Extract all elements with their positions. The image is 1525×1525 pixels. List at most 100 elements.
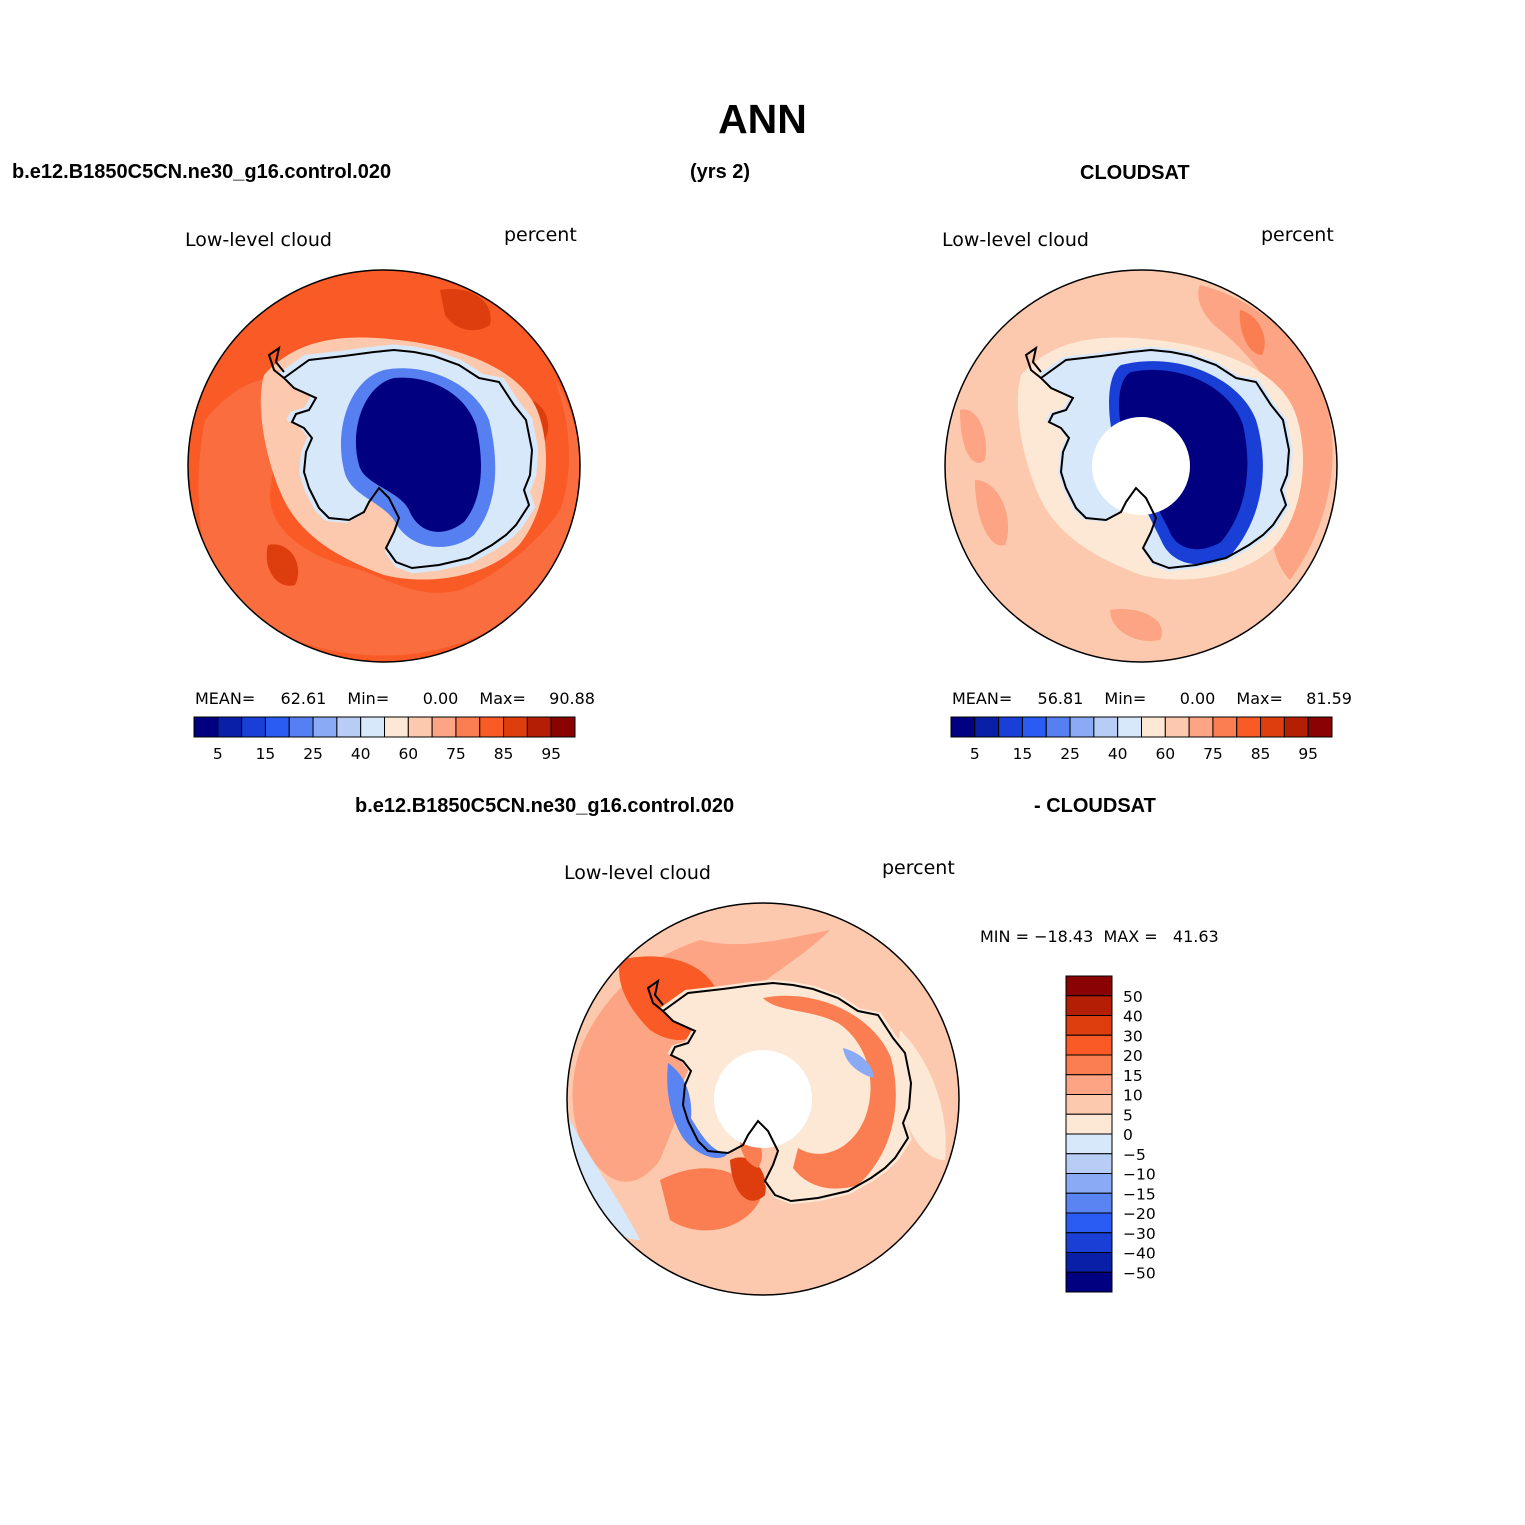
diff-colorbar-label: −50 bbox=[1123, 1264, 1156, 1282]
model-colorbar-box bbox=[479, 716, 505, 738]
model-colorbar-box bbox=[312, 716, 338, 738]
obs-colorbar-box bbox=[1212, 716, 1238, 738]
model-min-value: 0.00 bbox=[422, 689, 459, 708]
model-field-patch bbox=[266, 544, 299, 586]
obs-colorbar-box bbox=[1307, 716, 1333, 738]
diff-missing-data-hole bbox=[714, 1050, 812, 1148]
diff-colorbar-box bbox=[1065, 1192, 1113, 1214]
model-colorbar-box bbox=[336, 716, 362, 738]
model-field-patch bbox=[440, 289, 491, 331]
diff-field-negative bbox=[570, 1120, 640, 1240]
model-colorbar-label: 5 bbox=[213, 745, 223, 763]
diff-colorbar-label: 5 bbox=[1123, 1106, 1133, 1124]
model-max-value: 90.88 bbox=[549, 689, 595, 708]
model-colorbar-box bbox=[550, 716, 576, 738]
model-colorbar-box bbox=[241, 716, 266, 738]
diff-obs-label: - CLOUDSAT bbox=[1034, 795, 1156, 817]
diff-minmax-text: MIN = −18.43 MAX = 41.63 bbox=[980, 927, 1219, 946]
diff-map-border bbox=[566, 902, 960, 1296]
obs-stats: MEAN= 56.81 Min= 0.00 Max= 81.59 bbox=[952, 689, 1352, 708]
model-colorbar: 5 15 25 40 60 75 85 95 bbox=[193, 716, 576, 763]
obs-field-patch bbox=[975, 480, 1009, 546]
model-colorbar-label: 75 bbox=[446, 745, 466, 763]
obs-min-label: Min= bbox=[1104, 689, 1147, 708]
obs-colorbar-box bbox=[1093, 716, 1119, 738]
obs-field-patch bbox=[1239, 310, 1265, 355]
obs-colorbar-label: 95 bbox=[1298, 745, 1318, 763]
diff-colorbar-box bbox=[1065, 1094, 1113, 1115]
obs-max-value: 81.59 bbox=[1306, 689, 1352, 708]
obs-colorbar-label: 60 bbox=[1155, 745, 1175, 763]
diff-colorbar-label: −30 bbox=[1123, 1225, 1156, 1243]
diff-colorbar-box bbox=[1065, 1232, 1113, 1253]
model-field-band bbox=[198, 377, 580, 656]
model-colorbar-box bbox=[217, 716, 243, 738]
diff-colorbar-label: 30 bbox=[1123, 1027, 1143, 1045]
obs-colorbar-label: 15 bbox=[1013, 745, 1033, 763]
model-colorbar-box bbox=[193, 716, 219, 738]
obs-colorbar-box bbox=[1069, 716, 1095, 738]
diff-colorbar-label: 10 bbox=[1123, 1087, 1143, 1105]
obs-colorbar-box bbox=[1045, 716, 1071, 738]
model-colorbar-label: 85 bbox=[494, 745, 514, 763]
model-stats: MEAN= 62.61 Min= 0.00 Max= 90.88 bbox=[195, 689, 595, 708]
diff-field-patch bbox=[843, 1048, 874, 1078]
model-colorbar-label: 95 bbox=[541, 745, 561, 763]
diff-field-min bbox=[667, 1063, 728, 1158]
obs-mean-label: MEAN= bbox=[952, 689, 1013, 708]
obs-colorbar-label: 40 bbox=[1108, 745, 1128, 763]
diff-colorbar-box bbox=[1065, 1034, 1113, 1056]
obs-colorbar: 5 15 25 40 60 75 85 95 bbox=[950, 716, 1333, 763]
model-case-label: b.e12.B1850C5CN.ne30_g16.control.020 bbox=[12, 161, 392, 183]
obs-colorbar-box bbox=[1141, 716, 1166, 738]
diff-colorbar-label: −40 bbox=[1123, 1245, 1156, 1263]
model-colorbar-label: 25 bbox=[303, 745, 323, 763]
model-colorbar-label: 60 bbox=[398, 745, 418, 763]
obs-min-value: 0.00 bbox=[1179, 689, 1216, 708]
model-mean-value: 62.61 bbox=[280, 689, 327, 708]
model-colorbar-box bbox=[384, 716, 409, 738]
model-colorbar-label: 40 bbox=[351, 745, 371, 763]
model-colorbar-box bbox=[503, 716, 528, 738]
diff-colorbar-label: 15 bbox=[1123, 1067, 1143, 1085]
diff-colorbar-box bbox=[1065, 1252, 1113, 1273]
obs-mean-value: 56.81 bbox=[1037, 689, 1084, 708]
obs-colorbar-label: 75 bbox=[1203, 745, 1223, 763]
diff-colorbar-box bbox=[1065, 1054, 1113, 1076]
model-colorbar-box bbox=[431, 716, 457, 738]
diff-map bbox=[566, 902, 960, 1296]
obs-map-border bbox=[944, 269, 1338, 663]
diff-colorbar-label: −15 bbox=[1123, 1185, 1156, 1203]
diff-colorbar-label: 50 bbox=[1123, 988, 1143, 1006]
diff-colorbar-box bbox=[1065, 975, 1113, 997]
model-colorbar-box bbox=[360, 716, 385, 738]
obs-units-label: percent bbox=[1261, 224, 1334, 246]
obs-colorbar-label: 25 bbox=[1060, 745, 1080, 763]
model-colorbar-box bbox=[264, 716, 290, 738]
model-units-label: percent bbox=[504, 224, 577, 246]
diff-colorbar-box bbox=[1065, 1133, 1113, 1155]
diff-colorbar-label: 20 bbox=[1123, 1047, 1143, 1065]
model-colorbar-box bbox=[407, 716, 433, 738]
obs-colorbar-box bbox=[1283, 716, 1309, 738]
model-field-min bbox=[355, 377, 481, 532]
model-colorbar-box bbox=[288, 716, 314, 738]
obs-colorbar-box bbox=[974, 716, 1000, 738]
obs-colorbar-box bbox=[1260, 716, 1285, 738]
diff-colorbar-label: 40 bbox=[1123, 1008, 1143, 1026]
obs-missing-data-hole bbox=[1092, 417, 1190, 515]
obs-label: CLOUDSAT bbox=[1080, 162, 1190, 184]
model-colorbar-label: 15 bbox=[256, 745, 276, 763]
obs-colorbar-box bbox=[1236, 716, 1262, 738]
years-label: (yrs 2) bbox=[690, 161, 751, 183]
obs-max-label: Max= bbox=[1236, 689, 1283, 708]
model-colorbar-box bbox=[455, 716, 481, 738]
obs-colorbar-box bbox=[1021, 716, 1047, 738]
diff-colorbar-box bbox=[1065, 1074, 1113, 1095]
obs-field-patch bbox=[960, 409, 986, 463]
obs-colorbar-label: 85 bbox=[1251, 745, 1271, 763]
obs-colorbar-box bbox=[998, 716, 1023, 738]
diff-colorbar-box bbox=[1065, 995, 1113, 1016]
diff-colorbar-box bbox=[1065, 1173, 1113, 1194]
